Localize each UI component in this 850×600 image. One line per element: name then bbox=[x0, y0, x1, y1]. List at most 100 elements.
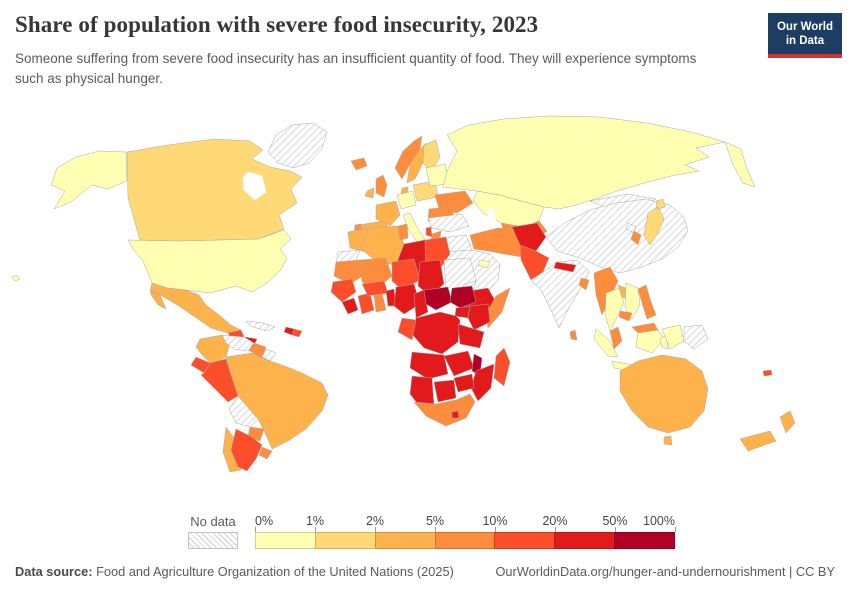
map-svg bbox=[11, 115, 796, 473]
region-mauritania[interactable] bbox=[333, 259, 367, 285]
world-choropleth-map bbox=[0, 110, 850, 510]
region-lesotho[interactable] bbox=[451, 410, 460, 419]
region-angola[interactable] bbox=[409, 351, 449, 380]
region-greenland[interactable] bbox=[267, 122, 328, 169]
region-norway[interactable] bbox=[394, 135, 423, 180]
region-afghanistan[interactable] bbox=[511, 222, 547, 252]
caspian-sea bbox=[486, 207, 497, 227]
data-source-text: Food and Agriculture Organization of the… bbox=[96, 564, 454, 579]
legend-tick-marks bbox=[255, 527, 676, 532]
legend-no-data-swatch[interactable] bbox=[188, 532, 238, 549]
legend-bin[interactable] bbox=[314, 532, 376, 549]
region-russia-far-east[interactable] bbox=[724, 141, 756, 188]
region-uruguay[interactable] bbox=[258, 446, 273, 460]
region-south-africa[interactable] bbox=[413, 393, 476, 427]
region-turkey[interactable] bbox=[427, 213, 470, 233]
legend-bin[interactable] bbox=[255, 532, 316, 549]
region-new-zealand[interactable] bbox=[739, 410, 796, 452]
region-ghana[interactable] bbox=[373, 292, 387, 313]
region-japan[interactable] bbox=[643, 198, 666, 246]
region-kenya[interactable] bbox=[467, 303, 491, 331]
region-india[interactable] bbox=[530, 259, 590, 329]
legend-bin[interactable] bbox=[374, 532, 436, 549]
region-tanzania[interactable] bbox=[457, 323, 485, 349]
region-south-sudan[interactable] bbox=[449, 285, 477, 309]
region-senegal[interactable] bbox=[330, 278, 357, 303]
page-title: Share of population with severe food ins… bbox=[15, 12, 539, 37]
legend-tick-mark bbox=[435, 527, 436, 532]
legend-tick-mark bbox=[255, 527, 256, 532]
region-zambia[interactable] bbox=[443, 350, 475, 377]
legend-color-bar bbox=[255, 532, 676, 549]
legend-tick-mark bbox=[555, 527, 556, 532]
region-uae[interactable] bbox=[477, 259, 491, 269]
legend-tick-mark bbox=[375, 527, 376, 532]
region-bangladesh[interactable] bbox=[578, 277, 590, 291]
credit-link[interactable]: OurWorldinData.org/hunger-and-undernouri… bbox=[495, 564, 835, 579]
owid-logo-line1: Our World bbox=[776, 21, 833, 33]
legend-bin[interactable] bbox=[554, 532, 616, 549]
owid-logo[interactable]: Our World in Data bbox=[767, 13, 842, 58]
region-tunisia[interactable] bbox=[397, 223, 409, 241]
region-alaska[interactable] bbox=[50, 150, 128, 210]
legend-tick-label: 0% bbox=[255, 514, 274, 528]
region-sri-lanka[interactable] bbox=[569, 329, 578, 341]
region-malaysia-peninsula[interactable] bbox=[609, 326, 623, 350]
legend-tick-mark bbox=[495, 527, 496, 532]
region-papua-new-guinea[interactable] bbox=[683, 324, 709, 350]
chart-footer: Data source: Food and Agriculture Organi… bbox=[15, 564, 835, 579]
legend-tick-label: 50% bbox=[602, 514, 628, 528]
legend-tick-label: 100% bbox=[643, 514, 675, 528]
region-tasmania[interactable] bbox=[663, 435, 673, 446]
region-philippines[interactable] bbox=[637, 284, 657, 320]
region-ireland[interactable] bbox=[364, 187, 375, 199]
region-central-african-republic[interactable] bbox=[423, 286, 453, 311]
region-cambodia[interactable] bbox=[618, 310, 633, 322]
owid-logo-line2: in Data bbox=[785, 35, 825, 48]
region-zimbabwe[interactable] bbox=[453, 373, 475, 393]
region-germany[interactable] bbox=[396, 190, 417, 210]
hudson-bay bbox=[242, 171, 267, 201]
region-france[interactable] bbox=[375, 200, 401, 227]
region-sierra-leone[interactable] bbox=[341, 297, 359, 315]
legend-color-scale: 0% 1% 2% 5% 10% 20% 50% 100% bbox=[255, 514, 676, 549]
region-australia[interactable] bbox=[619, 354, 709, 434]
chart-header: Share of population with severe food ins… bbox=[15, 12, 755, 90]
region-ivory-coast[interactable] bbox=[357, 292, 375, 315]
legend-tick-label: 20% bbox=[542, 514, 568, 528]
region-congo-gabon[interactable] bbox=[397, 317, 417, 341]
legend-no-data-label: No data bbox=[190, 514, 236, 529]
region-venezuela[interactable] bbox=[221, 334, 255, 352]
region-uk[interactable] bbox=[375, 174, 388, 198]
region-italy[interactable] bbox=[402, 212, 426, 244]
region-cameroon[interactable] bbox=[413, 289, 429, 319]
region-cuba[interactable] bbox=[245, 320, 276, 332]
legend-tick-label: 10% bbox=[482, 514, 508, 528]
legend-bin[interactable] bbox=[434, 532, 496, 549]
legend-bin[interactable] bbox=[614, 532, 676, 549]
region-fiji[interactable] bbox=[762, 369, 773, 377]
region-nigeria[interactable] bbox=[393, 283, 421, 315]
region-vietnam[interactable] bbox=[624, 282, 641, 320]
region-argentina[interactable] bbox=[230, 428, 263, 472]
region-dr-congo[interactable] bbox=[411, 311, 461, 355]
region-south-korea[interactable] bbox=[630, 230, 642, 246]
region-hawaii[interactable] bbox=[11, 274, 21, 282]
legend-bin[interactable] bbox=[494, 532, 556, 549]
region-indonesia-sumatra[interactable] bbox=[593, 328, 619, 358]
region-madagascar[interactable] bbox=[493, 347, 511, 387]
region-iceland[interactable] bbox=[350, 157, 368, 171]
region-dominican-republic[interactable] bbox=[291, 328, 303, 338]
data-source: Data source: Food and Agriculture Organi… bbox=[15, 564, 454, 579]
region-indonesia-borneo[interactable] bbox=[635, 329, 665, 354]
legend-tick-label: 2% bbox=[365, 514, 385, 528]
region-finland[interactable] bbox=[422, 139, 441, 174]
legend-no-data: No data bbox=[188, 514, 238, 549]
region-burkina-faso[interactable] bbox=[361, 280, 389, 297]
region-nepal[interactable] bbox=[553, 261, 577, 273]
region-namibia[interactable] bbox=[409, 375, 435, 408]
region-botswana[interactable] bbox=[433, 379, 457, 403]
region-albania[interactable] bbox=[425, 226, 433, 238]
legend-tick-mark bbox=[675, 527, 676, 532]
region-uganda[interactable] bbox=[454, 305, 471, 319]
